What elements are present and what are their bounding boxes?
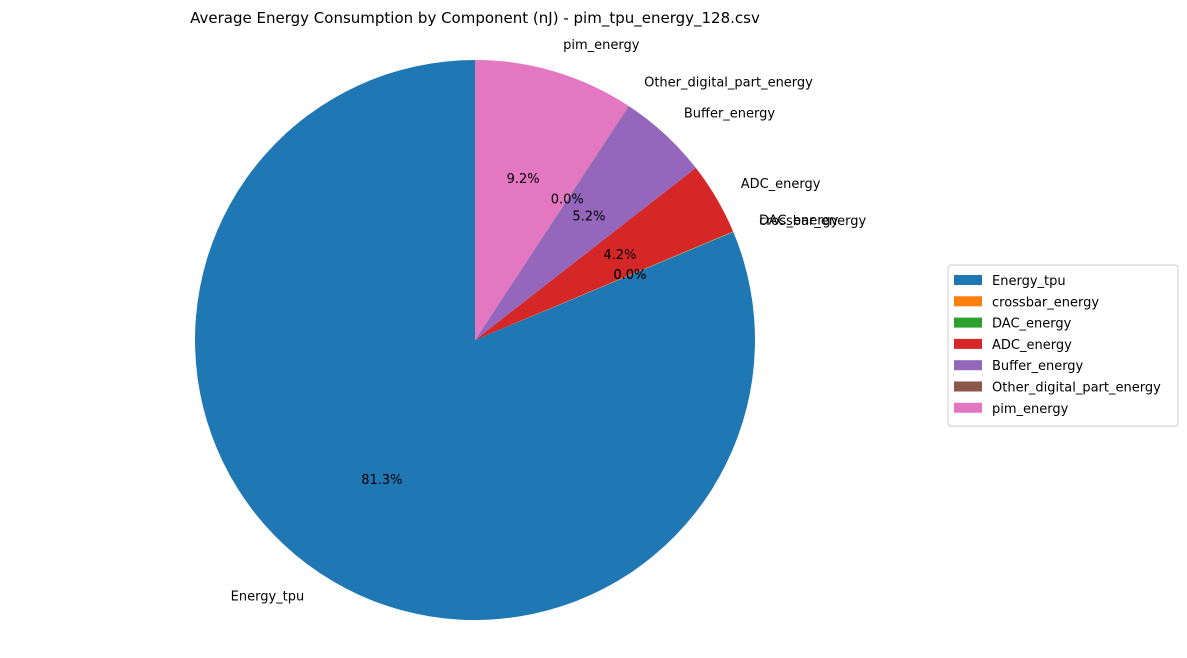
legend-swatch-energy-tpu [954,275,982,285]
pie-slice-adc-energy [475,167,734,340]
chart-title: Average Energy Consumption by Component … [190,9,760,28]
pie-slice-other-digital-part-energy [475,105,629,340]
pct-label-dac-energy: 0.0% [613,268,646,283]
legend-swatch-adc-energy [954,338,982,349]
legend-label-buffer-energy: Buffer_energy [992,359,1084,374]
legend-label-crossbar-energy: crossbar_energy [992,295,1099,310]
slice-label-dac-energy: DAC_energy [759,214,839,229]
pct-label-buffer-energy: 5.2% [572,210,605,225]
slice-label-energy-tpu: Energy_tpu [231,589,305,604]
legend-swatch-buffer-energy [954,360,982,371]
legend-label-dac-energy: DAC_energy [992,317,1072,332]
slice-label-pim-energy: pim_energy [563,38,640,53]
legend-label-pim-energy: pim_energy [992,402,1069,417]
slice-label-buffer-energy: Buffer_energy [684,107,776,122]
pct-label-adc-energy: 4.2% [603,248,636,263]
legend-swatch-pim-energy [954,402,982,413]
legend-frame [947,264,1179,427]
legend-swatch-dac-energy [954,317,982,328]
pct-label-pim-energy: 9.2% [507,172,540,187]
pct-label-other-digital-part-energy: 0.0% [551,193,584,208]
pct-label-crossbar-energy: 0.0% [613,268,646,283]
pie-slice-crossbar-energy [475,231,734,340]
legend: Energy_tpu crossbar_energy DAC_energy ADC_e… [947,264,1179,427]
legend-label-other-digital-part-energy: Other_digital_part_energy [992,381,1161,396]
legend-label-energy-tpu: Energy_tpu [992,274,1066,289]
pct-label-energy-tpu: 81.3% [361,473,402,488]
legend-label-adc-energy: ADC_energy [992,338,1072,353]
slice-label-adc-energy: ADC_energy [741,177,821,192]
slice-label-other-digital-part-energy: Other_digital_part_energy [644,76,813,91]
pie-slice-dac-energy [475,231,734,340]
slice-label-crossbar-energy: crossbar_energy [759,214,866,229]
legend-swatch-other-digital-part-energy [954,381,982,392]
percentage-labels: 81.3%0.0%0.0%4.2%5.2%0.0%9.2% [361,172,646,488]
pie-slice-buffer-energy [475,106,696,340]
legend-swatch-crossbar-energy [954,296,982,307]
pie-slice-pim-energy [475,60,629,340]
pie-slices [195,60,755,620]
